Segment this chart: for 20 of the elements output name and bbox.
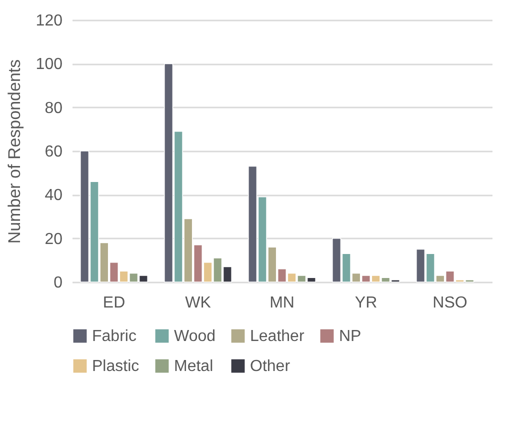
y-tick-label: 20 bbox=[44, 230, 63, 248]
y-axis-title: Number of Respondents bbox=[4, 59, 24, 244]
y-tick-label: 0 bbox=[54, 274, 63, 292]
legend-label: Metal bbox=[174, 358, 214, 375]
legend-label: Other bbox=[250, 358, 291, 375]
legend-label: Wood bbox=[174, 328, 216, 345]
y-tick-label: 40 bbox=[44, 187, 63, 204]
y-tick-label: 120 bbox=[36, 12, 63, 30]
legend-label: Plastic bbox=[92, 358, 140, 375]
x-tick-label: MN bbox=[270, 294, 294, 312]
x-tick-label: ED bbox=[102, 294, 126, 312]
y-tick-label: 60 bbox=[44, 144, 63, 160]
legend-label: NP bbox=[339, 328, 362, 345]
x-tick-label: YR bbox=[354, 294, 378, 312]
legend-label: Fabric bbox=[92, 328, 136, 345]
x-tick-label: NSO bbox=[432, 294, 468, 312]
legend-label: Leather bbox=[250, 328, 305, 345]
x-tick-label: WK bbox=[185, 294, 212, 312]
y-tick-label: 80 bbox=[44, 100, 63, 117]
y-tick-label: 100 bbox=[36, 56, 63, 74]
